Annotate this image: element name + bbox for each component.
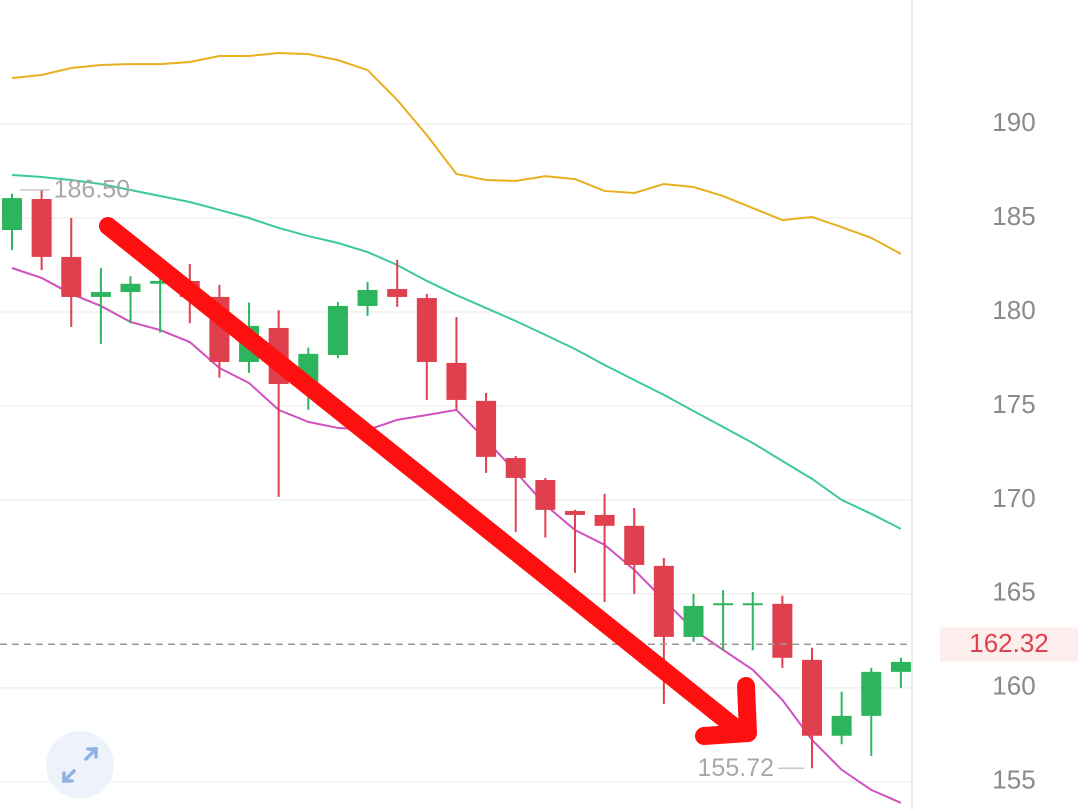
candle-body <box>31 199 52 257</box>
candle-body <box>416 298 437 362</box>
candle-body <box>594 514 615 526</box>
band-line <box>11 51 902 255</box>
candle-body <box>772 603 793 658</box>
candle-body <box>387 289 408 297</box>
annotation-label: 186.50 <box>54 175 130 203</box>
y-tick-label: 155 <box>992 765 1035 795</box>
candle-body <box>831 715 852 736</box>
candle-body <box>446 362 467 400</box>
y-tick-label: 180 <box>992 295 1035 325</box>
y-tick-label: 160 <box>992 671 1035 701</box>
candle-body <box>476 400 497 457</box>
last-price-label: 162.32 <box>969 628 1049 658</box>
y-tick-label: 170 <box>992 483 1035 513</box>
candle-body <box>61 256 82 297</box>
candle-body <box>653 565 674 637</box>
candle-body <box>120 283 141 293</box>
candle-body <box>327 305 348 356</box>
candle-body <box>683 605 704 637</box>
candle-body <box>564 510 585 515</box>
candle-body <box>624 525 645 565</box>
candle-body <box>535 479 556 510</box>
candle-body <box>150 280 171 284</box>
annotation-label: 155.72 <box>698 754 774 782</box>
candle-body <box>357 289 378 306</box>
candle-body <box>861 671 882 716</box>
y-tick-label: 185 <box>992 201 1035 231</box>
candle-body <box>890 661 911 672</box>
candle-body <box>505 457 526 478</box>
band-line <box>11 173 902 530</box>
y-tick-label: 190 <box>992 107 1035 137</box>
candle-body <box>713 603 734 606</box>
trend-arrow <box>99 217 757 745</box>
expand-button[interactable] <box>46 731 114 799</box>
candle-body <box>802 659 823 736</box>
candle-body <box>2 198 22 231</box>
y-tick-label: 175 <box>992 389 1035 419</box>
y-tick-label: 165 <box>992 577 1035 607</box>
candle-body <box>742 603 763 606</box>
last-price-tag <box>940 627 1078 662</box>
candle-body <box>90 292 111 297</box>
